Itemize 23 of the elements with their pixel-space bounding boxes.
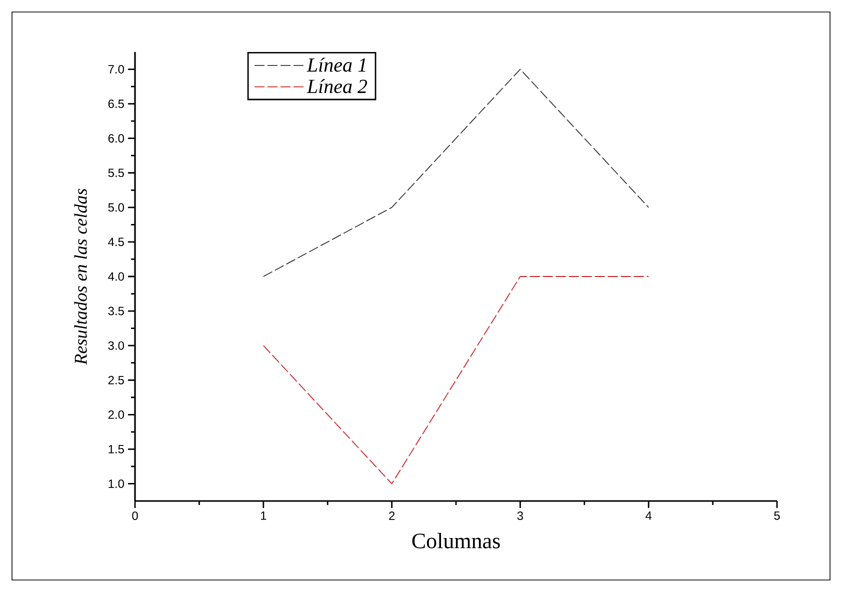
y-tick-label: 5.0 xyxy=(108,203,124,212)
x-tick-label: 4 xyxy=(646,512,652,520)
y-tick-label: 6.0 xyxy=(108,134,124,143)
y-tick-label: 6.5 xyxy=(108,100,124,108)
y-tick-label: 3.0 xyxy=(108,341,124,350)
y-tick-label: 1.0 xyxy=(108,479,124,488)
x-tick-label: 5 xyxy=(774,512,780,520)
y-tick-label: 2.0 xyxy=(108,410,124,419)
x-axis-title: Columnas xyxy=(412,532,500,548)
y-tick-label: 5.5 xyxy=(108,168,124,178)
y-tick-label: 2.5 xyxy=(108,376,124,384)
y-tick-label: 3.5 xyxy=(108,306,124,316)
x-tick-label: 0 xyxy=(132,512,138,520)
y-tick-label: 4.5 xyxy=(108,238,124,246)
y-tick-label: 4.0 xyxy=(108,272,124,281)
legend-label: Línea 1 xyxy=(306,58,366,72)
y-tick-label: 1.5 xyxy=(108,445,124,454)
x-tick-label: 1 xyxy=(260,512,266,520)
y-axis-title: Resultados en las celdas xyxy=(74,188,87,365)
x-tick-label: 2 xyxy=(389,512,395,520)
x-tick-label: 3 xyxy=(517,512,524,520)
legend-label: Línea 2 xyxy=(306,79,368,94)
y-tick-label: 7.0 xyxy=(108,65,124,74)
